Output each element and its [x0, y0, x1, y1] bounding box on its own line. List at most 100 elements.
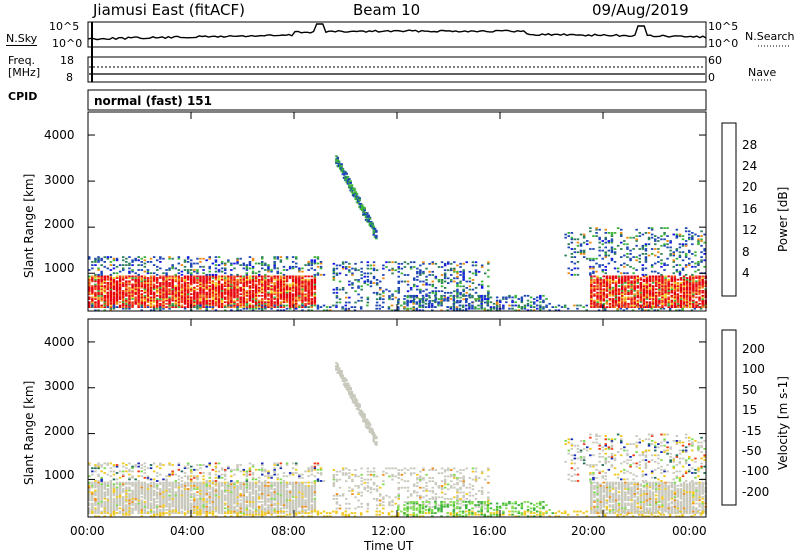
power-cell: [214, 261, 218, 263]
power-cell: [233, 301, 236, 304]
power-cell: [465, 301, 468, 304]
power-cell: [112, 288, 116, 291]
power-cell: [434, 299, 437, 302]
power-cell: [193, 293, 196, 296]
power-cell: [480, 264, 484, 267]
power-cell: [131, 277, 134, 279]
velocity-cell: [128, 496, 131, 498]
power-cell: [159, 257, 162, 260]
power-cell: [190, 301, 193, 304]
power-cell: [607, 249, 611, 252]
power-cell: [542, 301, 545, 304]
power-cell: [455, 309, 459, 312]
power-cell: [520, 301, 524, 304]
velocity-cell: [202, 512, 205, 514]
power-cell: [394, 261, 397, 264]
power-cell: [177, 291, 181, 294]
power-cell: [366, 215, 369, 218]
power-cell: [655, 306, 658, 308]
velocity-cell: [230, 486, 233, 489]
power-cell: [624, 286, 627, 289]
power-cell: [627, 285, 630, 287]
power-cell: [146, 286, 150, 289]
power-cell: [514, 304, 517, 307]
power-cell: [264, 269, 267, 271]
power-cell: [118, 283, 122, 286]
power-cell: [406, 295, 410, 297]
power-cell: [459, 291, 462, 294]
power-cell: [645, 306, 649, 308]
power-cell: [106, 306, 109, 308]
velocity-cell: [208, 483, 211, 486]
power-cell: [261, 290, 264, 292]
power-cell: [599, 290, 602, 292]
power-cell: [480, 285, 484, 288]
power-cell: [459, 270, 462, 273]
velocity-cell: [137, 512, 140, 514]
power-cell: [658, 277, 661, 279]
power-cell: [378, 307, 381, 310]
power-cell: [174, 293, 177, 296]
power-cell: [248, 307, 252, 310]
power-cell: [301, 277, 304, 279]
velocity-cell: [273, 497, 276, 500]
power-cell: [645, 291, 649, 294]
power-cell: [273, 291, 276, 294]
power-cell: [183, 291, 187, 294]
power-cell: [199, 302, 202, 305]
power-cell: [174, 285, 177, 287]
power-cell: [492, 306, 496, 308]
power-cell: [682, 306, 686, 308]
power-cell: [134, 288, 137, 291]
power-cell: [465, 299, 468, 302]
velocity-cell: [180, 504, 184, 506]
power-cell: [456, 296, 459, 299]
power-cell: [100, 277, 103, 279]
power-cell: [397, 309, 400, 312]
velocity-cell: [115, 481, 119, 484]
velocity-cell: [282, 494, 286, 497]
power-cell: [285, 293, 289, 296]
velocity-cell: [220, 496, 224, 498]
power-cell: [681, 269, 685, 271]
velocity-cell: [264, 497, 267, 500]
power-cell: [112, 291, 116, 294]
power-cell: [602, 288, 605, 291]
velocity-cell: [115, 486, 119, 489]
power-cell: [190, 277, 193, 279]
power-cell: [605, 283, 609, 286]
power-cell: [270, 301, 273, 304]
power-cell: [645, 294, 649, 297]
velocity-cell: [282, 488, 286, 490]
power-cell: [406, 307, 409, 310]
power-cell: [310, 261, 313, 263]
velocity-cell: [251, 489, 255, 492]
power-cell: [576, 244, 580, 247]
power-cell: [245, 299, 249, 302]
power-cell: [682, 275, 686, 278]
power-cell: [109, 280, 113, 283]
power-cell: [621, 304, 624, 307]
power-cell: [304, 278, 307, 281]
power-cell: [227, 306, 230, 308]
power-cell: [282, 304, 286, 307]
power-cell: [664, 294, 667, 297]
power-cell: [697, 269, 700, 271]
velocity-cell: [109, 486, 113, 489]
power-cell: [128, 275, 131, 278]
power-cell: [605, 282, 609, 284]
power-cell: [270, 290, 273, 292]
power-cell: [400, 267, 404, 270]
power-cell: [103, 286, 106, 289]
velocity-cell: [180, 486, 184, 489]
power-cell: [282, 306, 286, 308]
power-cell: [373, 236, 377, 239]
power-cell: [279, 256, 283, 258]
power-cell: [431, 290, 434, 293]
power-cell: [186, 278, 190, 281]
power-cell: [251, 280, 255, 283]
power-cell: [596, 282, 599, 284]
power-cell: [650, 227, 654, 229]
power-cell: [406, 283, 410, 286]
power-cell: [193, 291, 196, 294]
